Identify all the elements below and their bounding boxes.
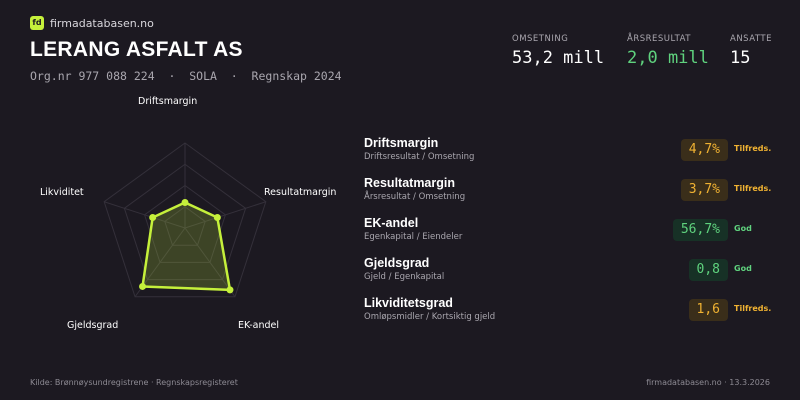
company-name: LERANG ASFALT AS [30, 38, 243, 61]
metrics-list: Driftsmargin Driftsresultat / Omsetning … [364, 134, 774, 334]
metric-name: Likviditetsgrad [364, 296, 453, 310]
metric-status-badge: God [734, 264, 752, 273]
radar-point-driftsmargin [181, 199, 189, 206]
radar-label-likviditet: Likviditet [40, 187, 84, 198]
radar-point-likviditet [149, 213, 157, 221]
metric-status-badge: Tilfreds. [734, 184, 772, 193]
metric-name: Driftsmargin [364, 136, 439, 150]
radar-point-gjeldsgrad [139, 282, 147, 290]
brand-logo-icon: fd [30, 16, 44, 30]
radar-grid [103, 142, 267, 298]
kpi-ansatte: ANSATTE 15 [730, 34, 772, 68]
kpi-label: OMSETNING [512, 34, 569, 44]
metric-value: 0,8 [688, 259, 728, 281]
kpi-value: 53,2 mill [512, 48, 605, 68]
radar-chart [103, 142, 267, 298]
metric-name: EK-andel [364, 216, 419, 230]
metric-name: Gjeldsgrad [364, 256, 430, 270]
metric-formula: Omløpsmidler / Kortsiktig gjeld [364, 312, 496, 322]
brand[interactable]: fd firmadatabasen.no [30, 16, 154, 30]
metric-row-ek-andel: EK-andel Egenkapital / Eiendeler 56,7% G… [364, 214, 774, 254]
metric-status-badge: God [734, 224, 752, 233]
radar-shape [141, 201, 232, 292]
kpi-omsetning: OMSETNING 53,2 mill [512, 34, 604, 68]
metric-row-driftsmargin: Driftsmargin Driftsresultat / Omsetning … [364, 134, 774, 174]
radar-axis-line [184, 201, 266, 229]
metric-row-likviditetsgrad: Likviditetsgrad Omløpsmidler / Kortsikti… [364, 294, 774, 334]
radar-label-ek-andel: EK-andel [238, 320, 280, 331]
metric-value: 1,6 [688, 299, 728, 321]
kpi-value: 2,0 mill [627, 48, 709, 68]
radar-grid-ring [103, 142, 267, 298]
brand-name[interactable]: firmadatabasen.no [50, 16, 154, 30]
metric-value: 4,7% [680, 139, 728, 161]
radar-point-ek-andel [226, 286, 234, 294]
metric-formula: Egenkapital / Eiendeler [364, 232, 463, 242]
company-meta: Org.nr 977 088 224 · SOLA · Regnskap 202… [30, 69, 342, 83]
metric-formula: Gjeld / Egenkapital [364, 272, 445, 282]
kpi-label: ÅRSRESULTAT [627, 34, 691, 44]
radar-label-driftsmargin: Driftsmargin [138, 96, 198, 107]
kpi-value: 15 [730, 48, 751, 68]
radar-axis-line [184, 227, 236, 298]
radar-grid-ring [143, 184, 227, 263]
radar-point-resultatmargin [213, 213, 221, 221]
radar-grid-ring [123, 163, 247, 281]
footer-site-date[interactable]: firmadatabasen.no · 13.3.2026 [646, 378, 770, 387]
metric-value: 3,7% [680, 179, 728, 201]
radar-label-gjeldsgrad: Gjeldsgrad [67, 320, 119, 331]
metric-status-badge: Tilfreds. [734, 304, 772, 313]
radar-points [139, 199, 234, 294]
metric-status-badge: Tilfreds. [734, 144, 772, 153]
metric-formula: Driftsresultat / Omsetning [364, 152, 475, 162]
kpi-arsresultat: ÅRSRESULTAT 2,0 mill [627, 34, 709, 68]
metric-name: Resultatmargin [364, 176, 455, 190]
metric-row-resultatmargin: Resultatmargin Årsresultat / Omsetning 3… [364, 174, 774, 214]
radar-label-resultatmargin: Resultatmargin [264, 187, 337, 198]
metric-row-gjeldsgrad: Gjeldsgrad Gjeld / Egenkapital 0,8 God [364, 254, 774, 294]
metric-value: 56,7% [672, 219, 728, 241]
metric-formula: Årsresultat / Omsetning [364, 192, 466, 202]
kpi-label: ANSATTE [730, 34, 772, 44]
radar-axis-line [104, 201, 186, 229]
radar-grid-ring [164, 206, 206, 246]
footer-source: Kilde: Brønnøysundregistrene · Regnskaps… [30, 378, 238, 387]
